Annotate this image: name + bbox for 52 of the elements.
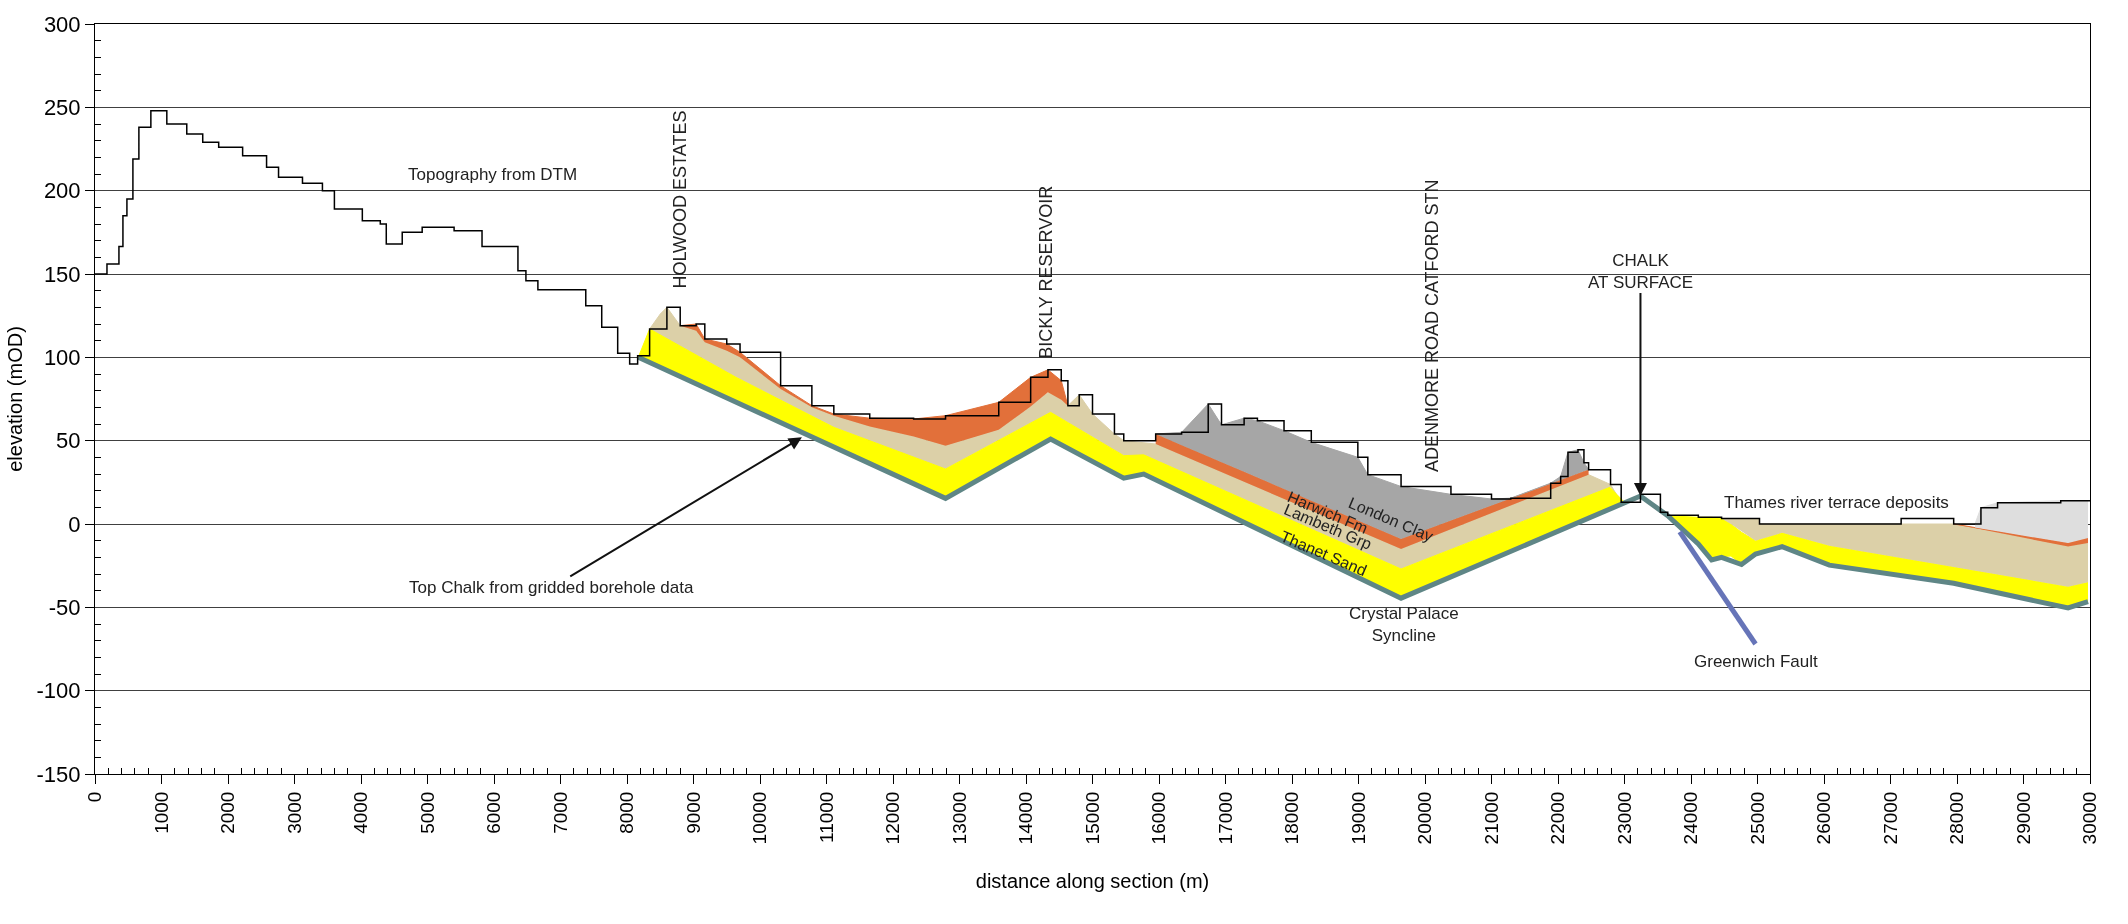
annotation: CHALK AT SURFACE (1588, 251, 1694, 293)
y-tick-label: -100 (36, 678, 81, 704)
y-tick-label: 200 (43, 178, 81, 204)
y-tick-label: 150 (43, 261, 81, 287)
y-tick-label: 50 (56, 428, 81, 454)
x-tick-label: 28000 (1946, 791, 1968, 845)
x-tick-label: 26000 (1813, 791, 1835, 845)
x-tick-label: 29000 (2012, 791, 2034, 845)
x-tick-label: 0 (84, 791, 106, 803)
x-tick-label: 21000 (1480, 791, 1502, 845)
x-tick-label: 1000 (150, 791, 172, 834)
x-tick-label: 14000 (1015, 791, 1037, 845)
y-tick-label: -150 (36, 761, 81, 787)
annotation: HOLWOOD ESTATES (669, 110, 690, 289)
x-tick-label: 22000 (1547, 791, 1569, 845)
annotation: Crystal Palace Syncline (1349, 604, 1459, 646)
annotation: ADENMORE ROAD CATFORD STN (1422, 179, 1443, 473)
x-tick-label: 20000 (1414, 791, 1436, 845)
x-tick-label: 4000 (350, 791, 372, 834)
x-tick-label: 5000 (416, 791, 438, 834)
y-tick-label: 0 (68, 511, 81, 537)
x-tick-label: 8000 (616, 791, 638, 834)
series-label: Greenwich Fault (1694, 652, 1819, 671)
x-tick-label: 9000 (682, 791, 704, 834)
x-tick-label: 23000 (1613, 791, 1635, 845)
x-tick-label: 24000 (1680, 791, 1702, 845)
y-tick-label: -50 (48, 595, 81, 621)
x-tick-label: 17000 (1214, 791, 1236, 845)
annotation: BICKLY RESERVOIR (1036, 185, 1057, 359)
y-axis-title: elevation (mOD) (4, 326, 27, 472)
x-tick-label: 30000 (2079, 791, 2101, 845)
x-tick-label: 10000 (749, 791, 771, 845)
x-tick-label: 15000 (1081, 791, 1103, 845)
y-tick-label: 300 (43, 11, 81, 37)
x-tick-label: 13000 (948, 791, 970, 845)
x-tick-label: 27000 (1879, 791, 1901, 845)
x-tick-label: 25000 (1746, 791, 1768, 845)
x-tick-label: 2000 (217, 791, 239, 834)
x-tick-label: 11000 (815, 791, 837, 844)
y-tick-label: 100 (43, 345, 81, 371)
x-tick-label: 19000 (1347, 791, 1369, 845)
annotation: Thames river terrace deposits (1724, 493, 1949, 512)
annotation: Topography from DTM (408, 165, 578, 184)
x-axis-title: distance along section (m) (975, 869, 1210, 892)
x-tick-label: 16000 (1148, 791, 1170, 845)
x-tick-label: 3000 (283, 791, 305, 834)
x-tick-label: 12000 (882, 791, 904, 845)
x-tick-label: 7000 (549, 791, 571, 834)
x-tick-label: 18000 (1281, 791, 1303, 845)
annotation: Top Chalk from gridded borehole data (409, 578, 694, 597)
x-tick-label: 6000 (483, 791, 505, 834)
y-tick-label: 250 (43, 95, 81, 121)
